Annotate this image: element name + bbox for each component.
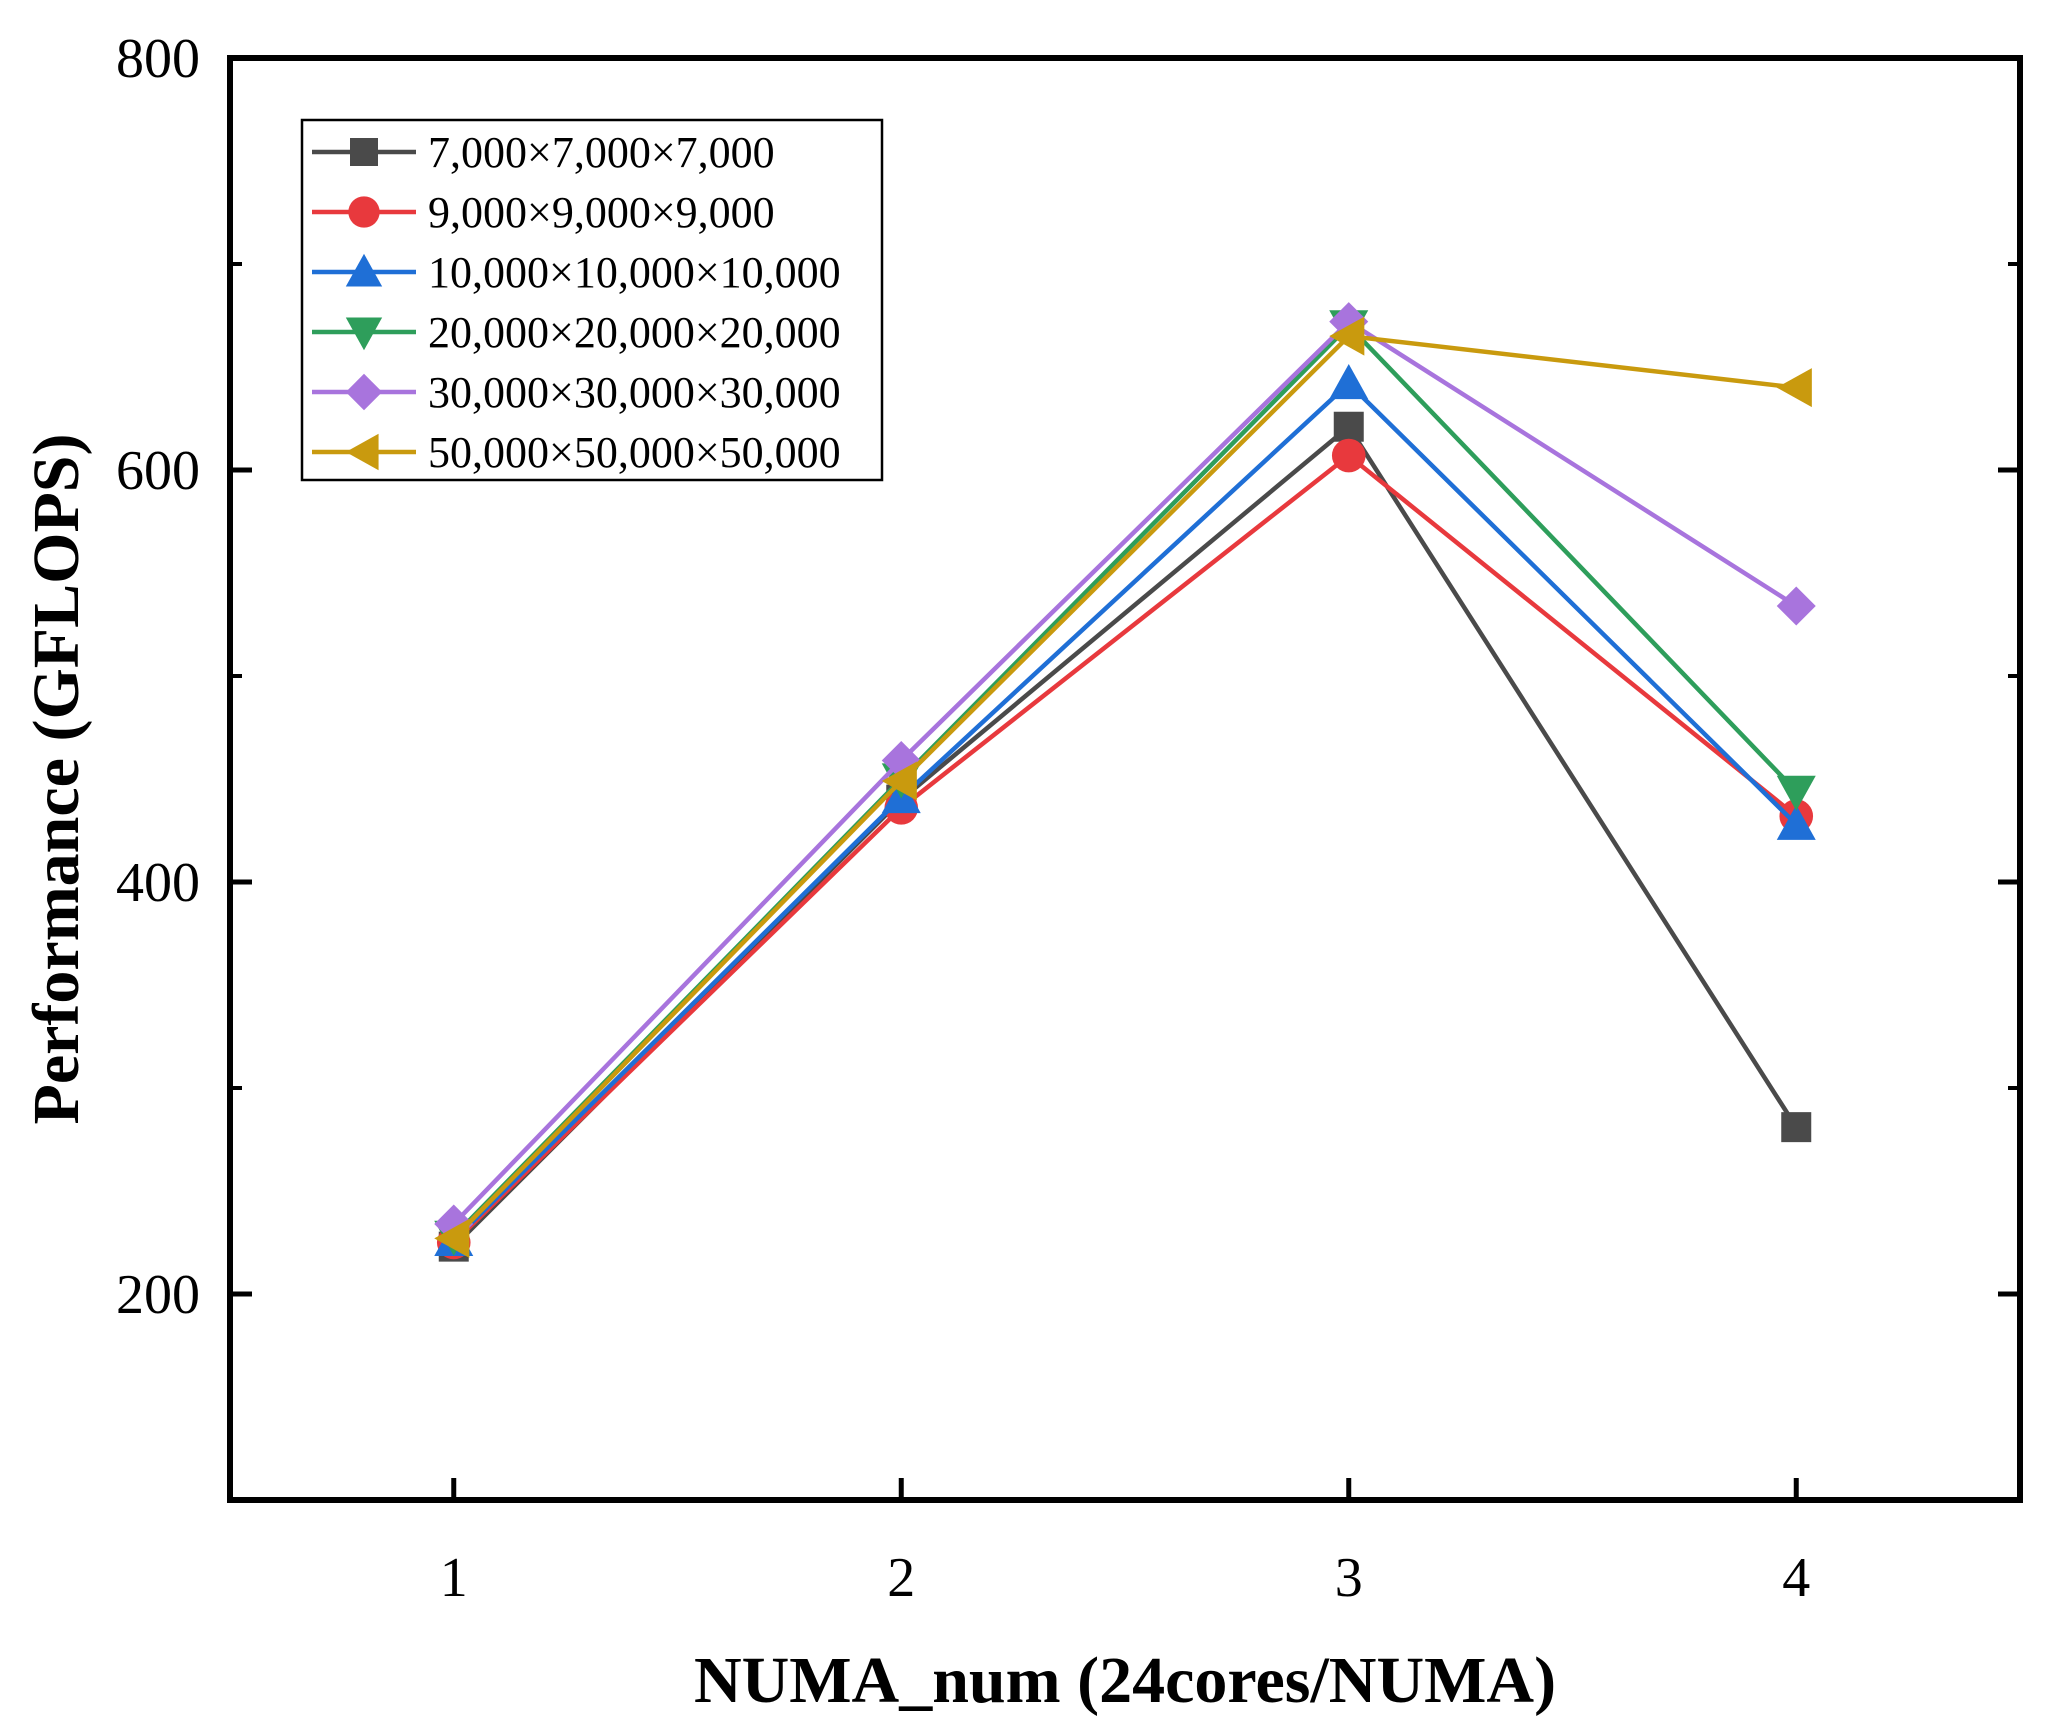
y-axis-title: Performance (GFLOPS) — [20, 434, 93, 1125]
legend-label: 30,000×30,000×30,000 — [428, 368, 841, 417]
series-2 — [436, 438, 1814, 1260]
series-3 — [434, 363, 1816, 1257]
axis-ticks: 1 2 3 4 200 400 600 800 — [116, 28, 2020, 1609]
legend-label: 20,000×20,000×20,000 — [428, 308, 841, 357]
series-line — [452, 452, 1798, 1245]
legend-marker — [345, 317, 383, 351]
data-point — [434, 1218, 470, 1258]
legend-item: 9,000×9,000×9,000 — [312, 188, 775, 237]
legend-marker — [345, 253, 383, 287]
series-line — [452, 380, 1798, 1243]
series-line — [452, 318, 1798, 1226]
x-tick-label: 2 — [887, 1547, 915, 1609]
data-point — [1333, 411, 1364, 442]
legend-label: 7,000×7,000×7,000 — [428, 128, 775, 177]
data-point — [1329, 363, 1369, 400]
x-axis-title: NUMA_num (24cores/NUMA) — [694, 1644, 1556, 1717]
data-point — [1329, 316, 1365, 356]
plot-frame — [227, 55, 2023, 1503]
series-line — [452, 333, 1797, 1240]
x-tick-label: 1 — [440, 1547, 468, 1609]
y-tick-label: 800 — [116, 28, 200, 90]
x-tick-label: 4 — [1782, 1547, 1810, 1609]
data-point — [1776, 368, 1812, 408]
x-tick-label: 3 — [1335, 1547, 1363, 1609]
legend-item: 20,000×20,000×20,000 — [312, 308, 841, 357]
series-6 — [434, 316, 1812, 1258]
legend-label: 10,000×10,000×10,000 — [428, 248, 841, 297]
legend-item: 50,000×50,000×50,000 — [312, 428, 841, 477]
legend-marker — [345, 433, 379, 471]
series-group — [434, 302, 1816, 1262]
legend: 7,000×7,000×7,000 9,000×9,000×9,000 10,000… — [300, 118, 884, 482]
data-point — [881, 761, 917, 801]
y-tick-label: 600 — [116, 440, 200, 502]
legend-label: 9,000×9,000×9,000 — [428, 188, 775, 237]
legend-item: 10,000×10,000×10,000 — [312, 248, 841, 297]
legend-item: 30,000×30,000×30,000 — [312, 368, 841, 417]
y-tick-label: 200 — [116, 1264, 200, 1326]
data-point — [1776, 804, 1816, 840]
legend-marker — [350, 138, 378, 166]
legend-marker — [345, 373, 383, 411]
legend-box — [300, 118, 884, 482]
legend-item: 7,000×7,000×7,000 — [312, 128, 775, 177]
legend-marker — [348, 196, 380, 228]
data-point — [1776, 586, 1816, 626]
data-point — [1781, 1112, 1812, 1143]
y-tick-label: 400 — [116, 852, 200, 914]
data-point — [1331, 438, 1366, 473]
legend-label: 50,000×50,000×50,000 — [428, 428, 841, 477]
data-point — [1776, 775, 1816, 811]
